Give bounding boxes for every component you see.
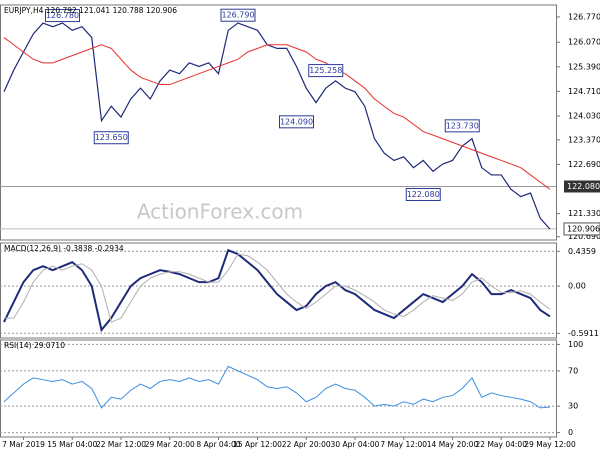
annotation-label: 123.730 bbox=[446, 121, 479, 130]
series-line bbox=[3, 22, 551, 230]
annotation-label: 124.090 bbox=[280, 117, 313, 126]
annotation-box bbox=[405, 187, 441, 201]
y-tick-label: 124.030 bbox=[568, 111, 600, 120]
y-tick-label: 0.4359 bbox=[568, 247, 596, 256]
watermark: ActionForex.com bbox=[137, 200, 303, 224]
y-tick-label: -0.5911 bbox=[568, 329, 599, 338]
x-tick-label: 8 Apr 04:00 bbox=[196, 440, 240, 449]
panel-frame bbox=[0, 339, 557, 438]
last-price-label: 120.906 bbox=[567, 224, 600, 233]
annotation-box bbox=[220, 8, 256, 22]
x-tick-label: 15 Mar 04:00 bbox=[47, 440, 97, 449]
x-tick-label: 7 May 12:00 bbox=[380, 440, 427, 449]
series-line bbox=[3, 365, 551, 409]
y-tick-label: 126.070 bbox=[568, 38, 600, 47]
annotation-label: 123.650 bbox=[95, 133, 128, 142]
last-price-box bbox=[563, 222, 600, 236]
y-tick-label: 121.330 bbox=[568, 209, 600, 218]
annotation-label: 122.080 bbox=[407, 190, 440, 199]
x-tick-label: 14 May 20:00 bbox=[427, 440, 479, 449]
x-tick-label: 29 Mar 20:00 bbox=[145, 440, 195, 449]
y-tick-label: 120.690 bbox=[568, 232, 600, 241]
annotation-box bbox=[93, 131, 129, 145]
panel-title: RSI(14) 29.0710 bbox=[4, 341, 65, 350]
x-tick-label: 22 Mar 12:00 bbox=[96, 440, 146, 449]
y-tick-label: 0 bbox=[568, 428, 573, 437]
series-line bbox=[3, 37, 551, 190]
level-label: 122.080 bbox=[567, 182, 600, 191]
y-tick-label: 0.00 bbox=[568, 282, 586, 291]
series-line bbox=[3, 248, 551, 333]
panel-title: MACD(12,26,9) -0.3838 -0.2934 bbox=[4, 244, 124, 253]
x-tick-label: 7 Mar 2019 bbox=[2, 440, 45, 449]
y-tick-label: 125.390 bbox=[568, 62, 600, 71]
x-tick-label: 30 Apr 04:00 bbox=[331, 440, 380, 449]
x-tick-label: 22 May 04:00 bbox=[476, 440, 528, 449]
annotation-box bbox=[45, 9, 80, 23]
y-tick-label: 30 bbox=[568, 402, 578, 411]
annotation-label: 126.790 bbox=[221, 11, 254, 20]
annotation-box bbox=[279, 115, 314, 129]
panel-frame bbox=[0, 4, 557, 241]
panel-title: EURJPY,H4 120.792 121.041 120.788 120.90… bbox=[4, 6, 177, 15]
y-tick-label: 122.690 bbox=[568, 160, 600, 169]
x-tick-label: 15 Apr 12:00 bbox=[233, 440, 282, 449]
annotation-label: 126.780 bbox=[46, 11, 79, 20]
series-line bbox=[4, 253, 551, 323]
x-tick-label: 22 Apr 20:00 bbox=[282, 440, 331, 449]
y-tick-label: 126.770 bbox=[568, 12, 600, 21]
annotation-box bbox=[444, 119, 480, 133]
annotation-label: 125.258 bbox=[309, 66, 342, 75]
level-label-box bbox=[564, 180, 600, 193]
y-tick-label: 124.710 bbox=[568, 87, 600, 96]
annotation-box bbox=[308, 64, 344, 78]
y-tick-label: 123.370 bbox=[568, 135, 600, 144]
x-tick-label: 29 May 12:00 bbox=[524, 440, 576, 449]
panel-frame bbox=[0, 242, 557, 339]
y-tick-label: 100 bbox=[568, 340, 583, 349]
y-tick-label: 70 bbox=[568, 366, 578, 375]
